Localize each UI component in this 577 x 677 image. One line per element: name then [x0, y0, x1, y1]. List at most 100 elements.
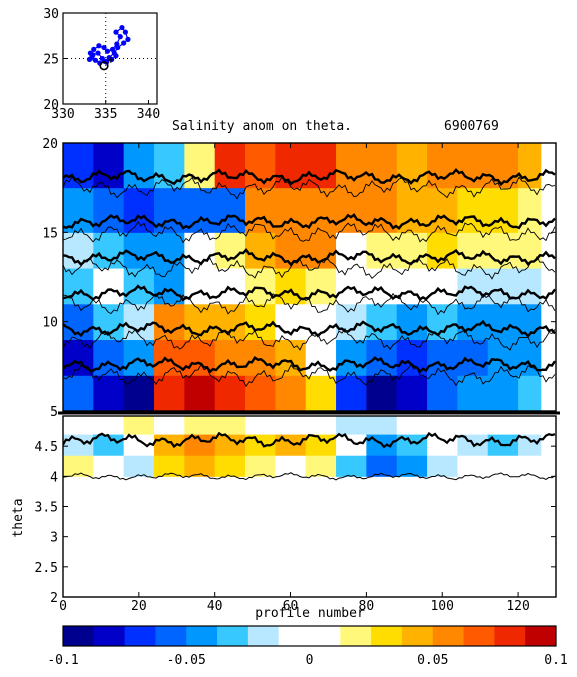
anomaly-cell	[518, 455, 542, 477]
x-tick-label: 80	[359, 599, 375, 614]
anomaly-cell	[214, 143, 246, 189]
x-tick-label: 120	[506, 599, 529, 614]
y-tick-label: 5	[50, 405, 58, 420]
track-point	[104, 48, 111, 54]
inset-tick-labels: 330 335 340 30 25 20	[43, 7, 160, 122]
inset-y-tick-label: 30	[43, 7, 59, 22]
anomaly-cell	[275, 143, 307, 189]
colorbar-swatch	[93, 626, 126, 646]
anomaly-cell	[93, 232, 125, 269]
anomaly-cell	[214, 268, 246, 305]
anomaly-cell	[154, 268, 185, 305]
anomaly-cell	[457, 268, 489, 305]
y-axis-label: theta	[11, 498, 26, 537]
anomaly-cell	[93, 375, 125, 411]
colorbar-tick-label: 0.05	[417, 653, 448, 668]
anomaly-cell	[457, 232, 489, 269]
anomaly-cell	[305, 375, 337, 411]
anomaly-cell	[245, 268, 276, 305]
anomaly-cell	[305, 455, 337, 477]
lower-panel-field	[63, 416, 542, 477]
x-tick-label: 0	[59, 599, 67, 614]
track-point	[92, 57, 99, 63]
colorbar-swatch	[463, 626, 495, 646]
anomaly-cell	[366, 232, 398, 269]
anomaly-cell	[214, 339, 246, 376]
chart-title: Salinity anom on theta.	[172, 119, 352, 134]
zero-contour-line	[63, 319, 556, 339]
zero-contour-line	[63, 248, 556, 267]
contour-line	[63, 255, 556, 280]
anomaly-cell	[396, 455, 428, 477]
anomaly-cell	[214, 303, 246, 341]
anomaly-cell	[245, 416, 276, 435]
anomaly-cell	[487, 232, 519, 269]
anomaly-cell	[123, 375, 155, 411]
track-point	[115, 44, 121, 51]
anomaly-cell	[245, 303, 276, 341]
anomaly-cell	[123, 455, 155, 477]
anomaly-cell	[245, 143, 276, 189]
anomaly-cell	[245, 434, 276, 456]
anomaly-cell	[184, 434, 216, 456]
track-point	[99, 55, 105, 62]
anomaly-cell	[457, 375, 489, 411]
anomaly-cell	[305, 434, 337, 456]
track-point	[122, 29, 128, 35]
anomaly-cell	[123, 143, 155, 189]
anomaly-cell	[305, 268, 337, 305]
colorbar-swatch	[278, 626, 310, 646]
track-end-marker: +	[107, 52, 114, 66]
colorbar-swatch	[247, 626, 280, 646]
anomaly-cell	[63, 416, 94, 435]
colorbar-tick-label: -0.1	[47, 653, 78, 668]
upper-panel-frame	[62, 142, 557, 412]
anomaly-cell	[214, 455, 246, 477]
y-tick-label: 2	[50, 591, 58, 606]
x-tick-label: 100	[430, 599, 453, 614]
anomaly-cell	[275, 455, 307, 477]
anomaly-cell	[396, 375, 428, 411]
anomaly-cell	[93, 455, 125, 477]
zero-contour-line	[63, 213, 556, 230]
anomaly-cell	[427, 143, 458, 189]
anomaly-cell	[214, 434, 246, 456]
track-point	[109, 56, 115, 63]
anomaly-cell	[336, 375, 367, 411]
colorbar-swatch	[340, 626, 372, 646]
zero-contour-line	[63, 284, 556, 302]
anomaly-cell	[457, 416, 489, 435]
anomaly-cell	[214, 416, 246, 435]
anomaly-cell	[427, 416, 458, 435]
track-start-marker	[99, 61, 109, 71]
anomaly-cell	[154, 303, 185, 341]
anomaly-cell	[487, 416, 519, 435]
track-point	[91, 46, 97, 53]
inset-x-tick-label: 330	[51, 107, 74, 122]
colorbar-swatch	[525, 626, 557, 646]
y-tick-label: 20	[42, 137, 58, 152]
contour-line	[63, 472, 556, 481]
anomaly-cell	[518, 416, 542, 435]
anomaly-cell	[123, 303, 155, 341]
anomaly-cell	[184, 416, 216, 435]
anomaly-cell	[305, 416, 337, 435]
inset-x-tick-label: 340	[137, 107, 160, 122]
contour-line	[63, 363, 556, 388]
anomaly-cell	[154, 455, 185, 477]
colorbar-swatch	[371, 626, 403, 646]
anomaly-cell	[93, 143, 125, 189]
anomaly-cell	[336, 455, 367, 477]
track-point	[113, 53, 119, 59]
anomaly-cell	[518, 187, 542, 233]
anomaly-cell	[63, 455, 94, 477]
anomaly-cell	[518, 268, 542, 305]
track-point	[90, 52, 96, 58]
contour-line	[63, 175, 556, 200]
anomaly-cell	[396, 303, 428, 341]
contour-line	[63, 327, 556, 351]
anomaly-cell	[123, 434, 155, 456]
anomaly-cell	[366, 416, 398, 435]
colorbar-tick-label: -0.05	[167, 653, 206, 668]
